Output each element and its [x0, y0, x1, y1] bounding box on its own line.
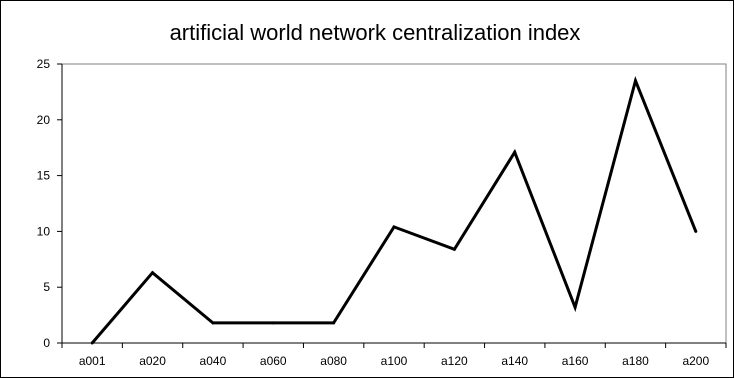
x-tick-label: a160 — [562, 354, 589, 368]
data-point — [633, 79, 637, 83]
y-tick-label: 5 — [43, 280, 50, 294]
data-point — [90, 341, 94, 345]
plot-layer: 0 5 10 15 20 25 a001 a020 a040 a060 a080 a100 a120 a1… — [37, 57, 727, 368]
x-tick-label: a001 — [79, 354, 106, 368]
y-tick-label: 0 — [43, 336, 50, 350]
x-tick-label: a120 — [441, 354, 468, 368]
data-point — [271, 321, 275, 325]
y-tick-label: 20 — [37, 113, 51, 127]
y-tick-label: 10 — [37, 224, 51, 238]
data-point — [573, 305, 577, 309]
data-point — [332, 321, 336, 325]
data-point — [452, 247, 456, 251]
x-tick-label: a140 — [501, 354, 528, 368]
y-tick-label: 25 — [37, 57, 51, 71]
x-tick-label: a180 — [622, 354, 649, 368]
chart-title: artificial world network centralization … — [170, 20, 581, 45]
y-tick-label: 15 — [37, 169, 51, 183]
data-point — [151, 271, 155, 275]
x-tick-label: a200 — [682, 354, 709, 368]
data-point — [211, 321, 215, 325]
data-point — [392, 225, 396, 229]
data-point — [694, 229, 698, 233]
x-tick-label: a020 — [139, 354, 166, 368]
x-tick-label: a080 — [320, 354, 347, 368]
data-point — [513, 150, 517, 154]
x-tick-label: a040 — [200, 354, 227, 368]
x-tick-label: a100 — [381, 354, 408, 368]
x-tick-label: a060 — [260, 354, 287, 368]
